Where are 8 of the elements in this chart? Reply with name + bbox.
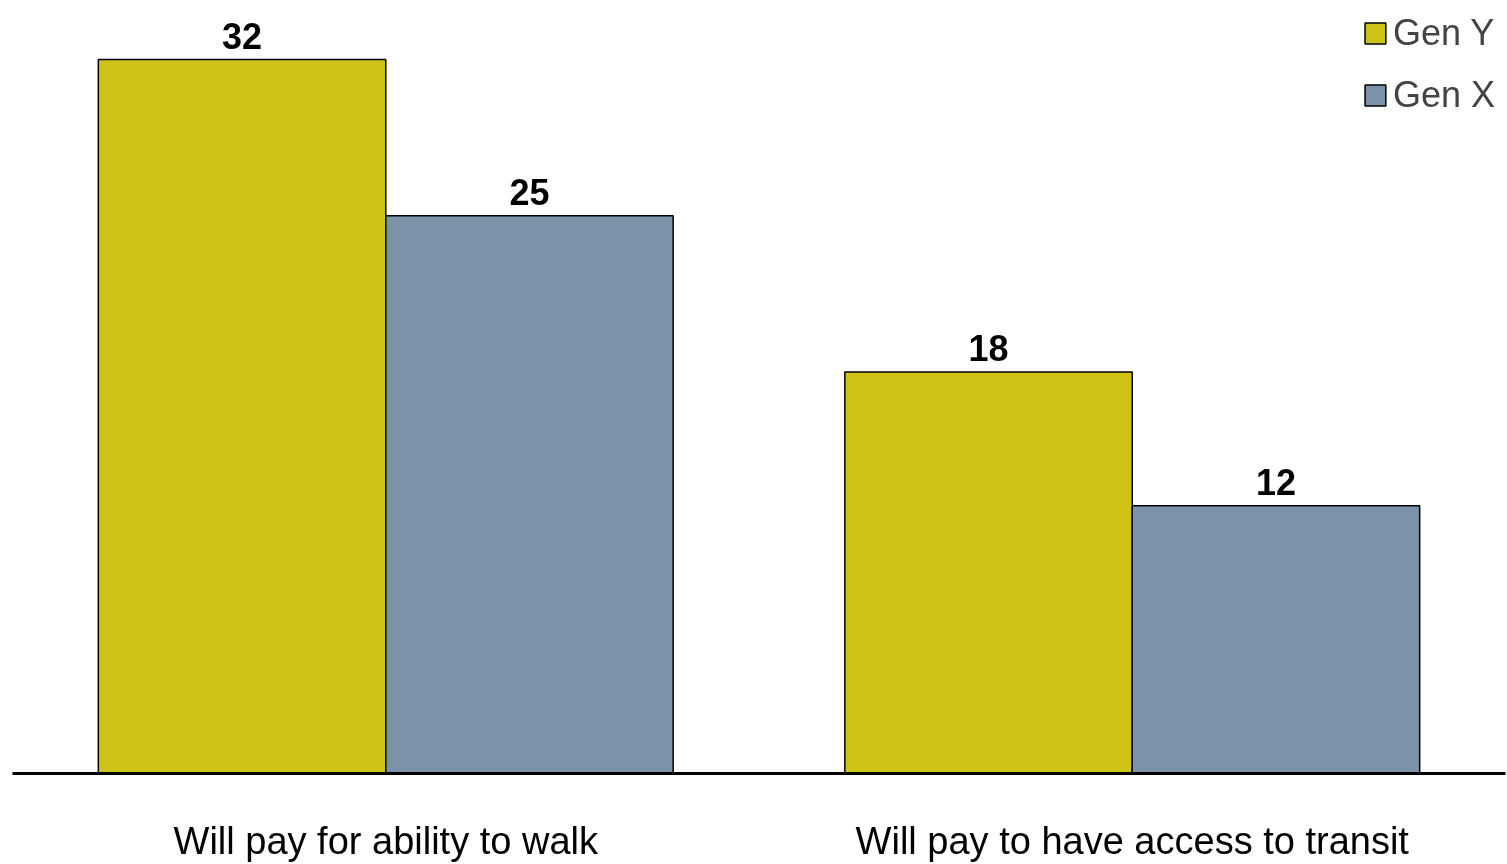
data-label: 25 xyxy=(509,172,550,214)
x-tick-label: Will pay to have access to transit xyxy=(855,819,1410,862)
data-label: 32 xyxy=(222,15,263,57)
legend-label: Gen X xyxy=(1392,74,1495,116)
data-label: 12 xyxy=(1255,462,1296,504)
x-tick-label: Will pay for ability to walk xyxy=(173,819,599,862)
data-label: 18 xyxy=(968,328,1009,370)
legend-label: Gen Y xyxy=(1392,12,1495,54)
